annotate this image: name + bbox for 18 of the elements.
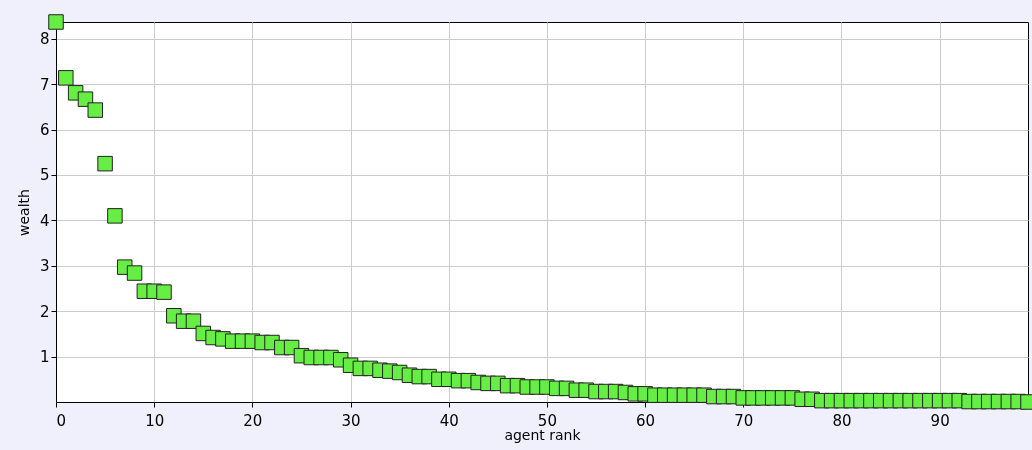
x-tick-label: 70 [734,411,754,430]
x-tick-label: 10 [145,411,165,430]
y-tick-label: 1 [39,348,50,367]
x-tick-label: 90 [930,411,950,430]
y-tick-label: 3 [39,257,50,276]
x-tick-label: 30 [341,411,361,430]
y-tick-label: 2 [39,302,50,321]
x-tick-label: 0 [56,411,67,430]
y-axis-title: wealth [15,189,32,236]
y-tick-label: 4 [39,211,50,230]
x-tick-label: 20 [243,411,263,430]
y-tick-label: 6 [39,121,50,140]
y-tick-label: 5 [39,166,50,185]
x-tick-label: 40 [439,411,459,430]
y-tick-label: 8 [39,30,50,49]
x-tick-label: 80 [832,411,852,430]
x-tick-label: 60 [636,411,656,430]
y-tick-label: 7 [39,75,50,94]
